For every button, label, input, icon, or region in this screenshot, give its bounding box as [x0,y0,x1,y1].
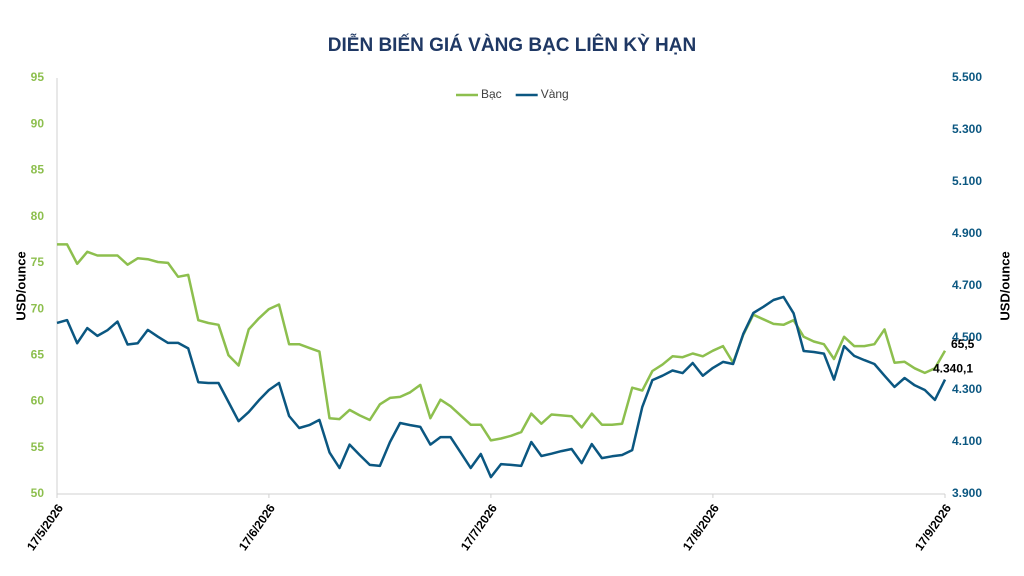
y2-tick-label: 5.300 [952,122,982,136]
y2-tick-label: 4.700 [952,278,982,292]
y2-tick-label: 3.900 [952,486,982,500]
y-tick-label: 60 [31,394,45,408]
y2-tick-label: 5.100 [952,174,982,188]
y-tick-label: 95 [31,70,45,84]
legend-label: Vàng [541,87,569,101]
x-tick-label: 17/9/2026 [912,501,954,553]
y-tick-label: 65 [31,348,45,362]
y-tick-label: 80 [31,209,45,223]
x-tick-label: 17/8/2026 [680,501,722,553]
chart-title: DIỄN BIẾN GIÁ VÀNG BẠC LIÊN KỲ HẠN [328,34,696,56]
y2-tick-label: 4.900 [952,226,982,240]
x-tick-label: 17/6/2026 [236,501,278,553]
y-tick-label: 85 [31,163,45,177]
data-label: 65,5 [951,337,975,351]
x-tick-label: 17/5/2026 [24,501,66,553]
y2-tick-label: 4.100 [952,434,982,448]
y-tick-label: 55 [31,440,45,454]
legend-label: Bạc [481,87,502,101]
x-tick-label: 17/7/2026 [458,501,500,553]
y-axis-title: USD/ounce [13,251,28,320]
series-line [57,243,947,442]
y-tick-label: 75 [31,255,45,269]
y2-tick-label: 4.300 [952,382,982,396]
series-line [56,295,947,479]
y2-tick-label: 4.500 [952,330,982,344]
y2-tick-label: 5.500 [952,70,982,84]
y-tick-label: 70 [31,301,45,315]
y-tick-label: 50 [31,486,45,500]
data-label: 4.340,1 [933,362,973,376]
y2-axis-title: USD/ounce [997,251,1012,320]
y-tick-label: 90 [31,116,45,130]
